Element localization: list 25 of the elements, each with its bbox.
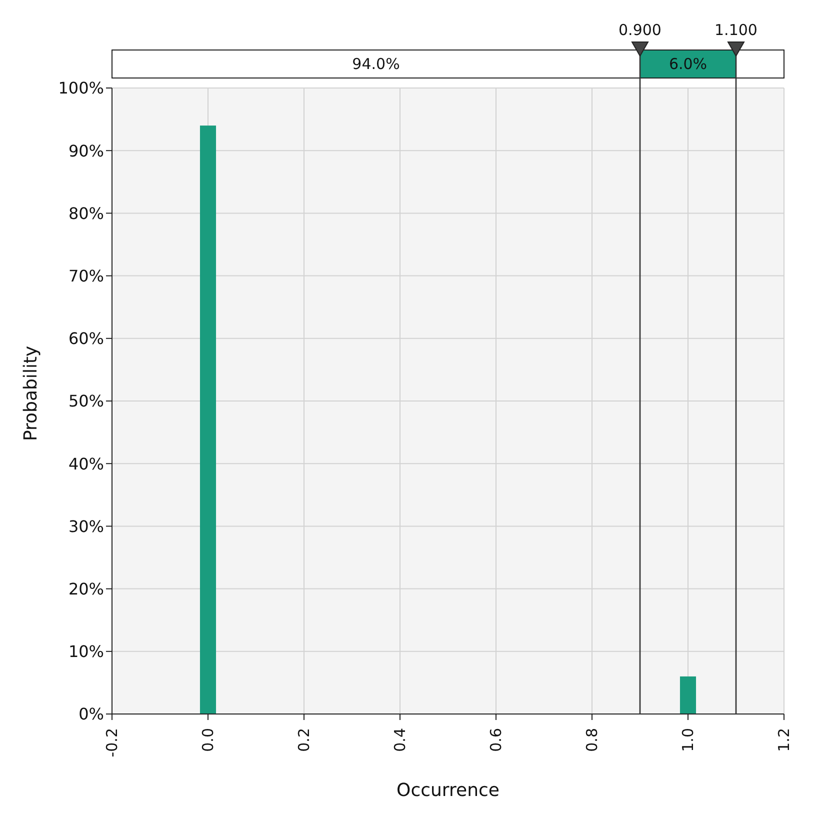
- y-tick-label: 70%: [68, 266, 104, 286]
- y-tick-label: 90%: [68, 141, 104, 160]
- x-tick-label: 0.4: [391, 728, 409, 752]
- y-tick-label: 100%: [58, 78, 104, 98]
- x-tick-label: 0.2: [295, 728, 313, 752]
- y-tick-label: 20%: [68, 579, 104, 598]
- y-axis-title: Probability: [20, 346, 42, 441]
- y-tick-label: 80%: [68, 204, 104, 223]
- ref-line-label: 1.100: [714, 21, 758, 39]
- x-tick-label: 0.0: [199, 728, 217, 752]
- x-tick-label: 0.8: [583, 728, 601, 752]
- x-tick-label: -0.2: [103, 728, 121, 758]
- y-tick-label: 40%: [68, 454, 104, 474]
- x-axis-title: Occurrence: [396, 780, 500, 801]
- y-tick-label: 0%: [78, 704, 104, 724]
- y-tick-label: 10%: [68, 642, 104, 662]
- text: 6.0%: [668, 55, 708, 73]
- ref-line-label: 0.900: [618, 21, 662, 39]
- x-tick-label: 0.6: [487, 728, 505, 752]
- y-tick-label: 30%: [68, 516, 104, 536]
- x-tick-label: 1.0: [679, 728, 697, 752]
- x-tick-label: 1.2: [775, 728, 793, 752]
- y-tick-label: 60%: [68, 329, 104, 348]
- text: 94.0%: [352, 55, 400, 73]
- y-tick-label: 50%: [68, 392, 104, 411]
